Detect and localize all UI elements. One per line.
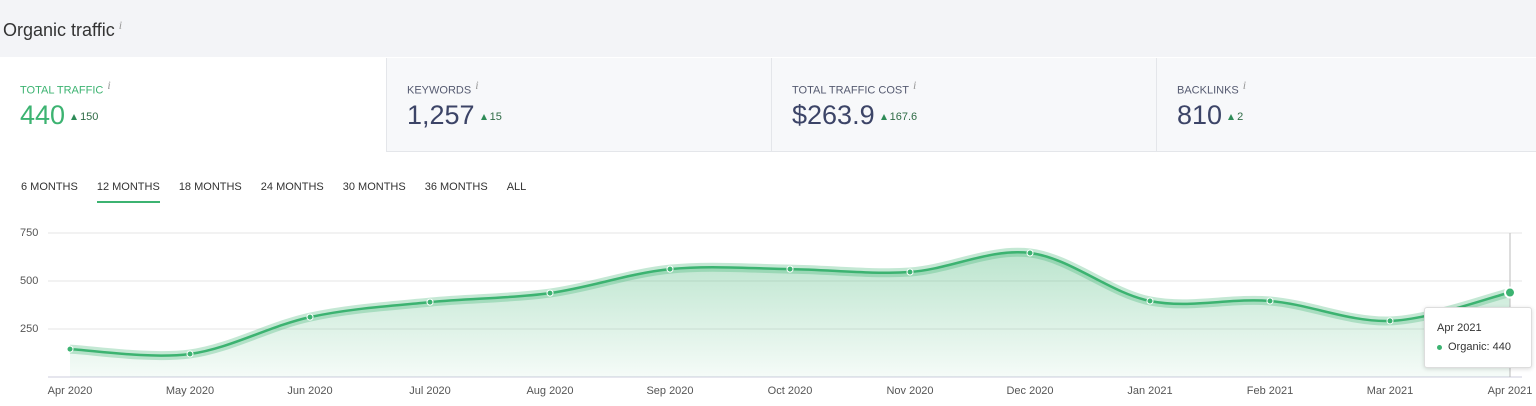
period-tab[interactable]: 30 MONTHS (342, 181, 406, 193)
info-icon: i (1242, 78, 1247, 92)
point (1266, 297, 1274, 305)
x-tick-label: Aug 2020 (526, 385, 573, 397)
x-tick-label: Apr 2021 (1488, 385, 1533, 397)
x-tick-label: Jun 2020 (287, 385, 332, 397)
header: Organic traffic i (0, 0, 1536, 57)
chart: 250 500 750 Apr 2020 May 2020 Jun 2020 Jul 202… (20, 227, 1533, 397)
metric-value-text: 1,257 (407, 100, 475, 130)
tooltip-value: 440 (1492, 341, 1511, 353)
point (786, 265, 794, 273)
metric-change-text: 150 (80, 110, 99, 123)
x-tick-label: Sep 2020 (646, 385, 693, 397)
metric-label: KEYWORDS i (407, 78, 479, 97)
period-tab[interactable]: 12 MONTHS (96, 181, 160, 203)
tooltip-label: Organic: (1448, 341, 1490, 353)
point (1146, 297, 1154, 305)
tooltip-row: Organic: 440 (1437, 341, 1531, 353)
x-tick-label: Apr 2020 (48, 385, 93, 397)
metric-label-text: TOTAL TRAFFIC (20, 84, 104, 97)
up-arrow (480, 113, 487, 120)
point (1386, 317, 1394, 325)
metric-label-text: TOTAL TRAFFIC COST (792, 84, 909, 97)
metric-label-text: KEYWORDS (407, 84, 472, 97)
up-arrow (880, 113, 887, 120)
point (1026, 249, 1034, 257)
info-icon: i (107, 78, 111, 92)
x-tick-label: Feb 2021 (1247, 385, 1293, 397)
metric-label: BACKLINKS i (1177, 78, 1246, 97)
info-icon: i (912, 78, 917, 92)
metric-card: KEYWORDS i 1,257 15 (386, 58, 771, 152)
y-tick-label: 750 (20, 227, 38, 239)
x-tick-label: Oct 2020 (768, 385, 813, 397)
point (546, 289, 554, 297)
x-tick-label: Mar 2021 (1367, 385, 1413, 397)
x-tick-label: Nov 2020 (886, 385, 933, 397)
metric-label: TOTAL TRAFFIC i (20, 78, 111, 97)
up-arrow (71, 113, 78, 120)
title-text: Organic traffic (3, 20, 115, 40)
x-tick-label: Jul 2020 (409, 385, 451, 397)
metric-card: TOTAL TRAFFIC i 440 150 (0, 58, 385, 152)
up-arrow (1228, 113, 1235, 120)
title: Organic traffic i (3, 18, 123, 40)
period-tab[interactable]: 24 MONTHS (260, 181, 324, 193)
area-fill (70, 252, 1510, 377)
y-tick-label: 250 (20, 323, 38, 335)
metric-change-text: 167.6 (889, 110, 918, 123)
metric-change: 15 (480, 110, 502, 123)
metric-change: 150 (71, 111, 98, 123)
point (66, 345, 74, 353)
metric-change: 2 (1228, 111, 1243, 123)
point (1504, 286, 1516, 299)
x-tick-label: May 2020 (166, 385, 214, 397)
metric-card: TOTAL TRAFFIC COST i $263.9 167.6 (771, 58, 1156, 152)
metric-value: 440 150 (20, 100, 98, 131)
metric-change-text: 2 (1237, 110, 1244, 123)
metric-value-text: $263.9 (792, 100, 875, 130)
x-tick-label: Jan 2021 (1127, 385, 1172, 397)
metric-card: BACKLINKS i 810 2 (1156, 58, 1536, 152)
metric-change-text: 15 (489, 110, 502, 123)
period-tab[interactable]: ALL (506, 181, 527, 193)
metric-label-text: BACKLINKS (1177, 84, 1239, 97)
metric-value-text: 810 (1177, 100, 1223, 130)
point (306, 313, 314, 321)
period-tab[interactable]: 6 MONTHS (21, 181, 78, 193)
point (186, 350, 194, 358)
point (906, 268, 914, 276)
y-tick-label: 500 (20, 275, 38, 287)
x-tick-label: Dec 2020 (1006, 385, 1053, 397)
period-tabs: 6 MONTHS 12 MONTHS 18 MONTHS 24 MONTHS 30 MO… (21, 181, 526, 203)
period-tab[interactable]: 18 MONTHS (178, 181, 242, 193)
period-tab[interactable]: 36 MONTHS (424, 181, 488, 193)
metric-label: TOTAL TRAFFIC COST i (792, 78, 916, 97)
metric-value: 810 2 (1177, 100, 1243, 131)
metric-value: $263.9 167.6 (792, 100, 917, 131)
tooltip-title: Apr 2021 (1437, 322, 1482, 334)
metric-value-text: 440 (20, 100, 66, 130)
point (426, 298, 434, 306)
point (666, 265, 674, 273)
metric-value: 1,257 15 (407, 100, 502, 131)
metric-change: 167.6 (880, 110, 918, 123)
info-icon: i (475, 78, 479, 92)
tooltip: Apr 2021 Organic: 440 (1424, 307, 1532, 368)
